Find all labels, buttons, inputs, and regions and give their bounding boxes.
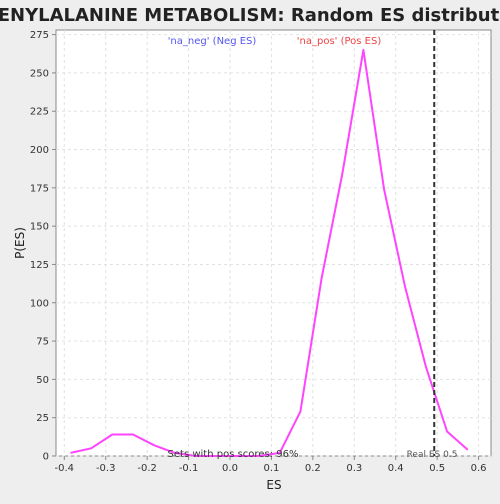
series	[70, 48, 469, 457]
axes: -0.4 -0.3 -0.2 -0.1 0.0 0.1 0.2 0.3 0.4 0.5 0.6 0 25…	[30, 30, 487, 474]
y-tick-label: 125	[30, 260, 49, 271]
y-tick-label: 75	[36, 337, 49, 348]
x-tick-label: 0.2	[305, 463, 321, 474]
plot-area	[55, 29, 492, 457]
x-tick-label: -0.3	[96, 463, 116, 474]
y-tick-label: 175	[30, 183, 49, 194]
pos-scores-annotation: Sets with pos scores: 96%	[168, 449, 299, 460]
y-axis-label: P(ES)	[13, 227, 27, 259]
chart-title: PHENYLALANINE METABOLISM: Random ES dist…	[0, 5, 500, 26]
x-axis-label: ES	[266, 478, 281, 492]
x-tick-label: -0.4	[55, 463, 75, 474]
legend-pos: 'na_pos' (Pos ES)	[297, 36, 382, 47]
legend-neg: 'na_neg' (Neg ES)	[168, 36, 257, 47]
y-tick-label: 250	[30, 68, 49, 79]
x-tick-label: 0.6	[471, 463, 487, 474]
x-tick-label: 0.1	[263, 463, 279, 474]
y-tick-label: 225	[30, 107, 49, 118]
y-tick-label: 275	[30, 30, 49, 41]
x-tick-label: 0.4	[388, 463, 404, 474]
x-tick-label: -0.1	[179, 463, 199, 474]
y-tick-label: 200	[30, 145, 49, 156]
reference-line-label: Real ES 0.5	[407, 450, 458, 460]
y-tick-label: 25	[36, 413, 49, 424]
y-tick-label: 100	[30, 298, 49, 309]
x-tick-label: -0.2	[137, 463, 157, 474]
y-tick-label: 0	[43, 452, 49, 463]
x-tick-label: 0.5	[429, 463, 445, 474]
series-line	[70, 48, 469, 457]
y-tick-label: 50	[36, 375, 49, 386]
x-tick-label: 0.0	[222, 463, 238, 474]
y-tick-label: 150	[30, 222, 49, 233]
x-tick-label: 0.3	[346, 463, 362, 474]
